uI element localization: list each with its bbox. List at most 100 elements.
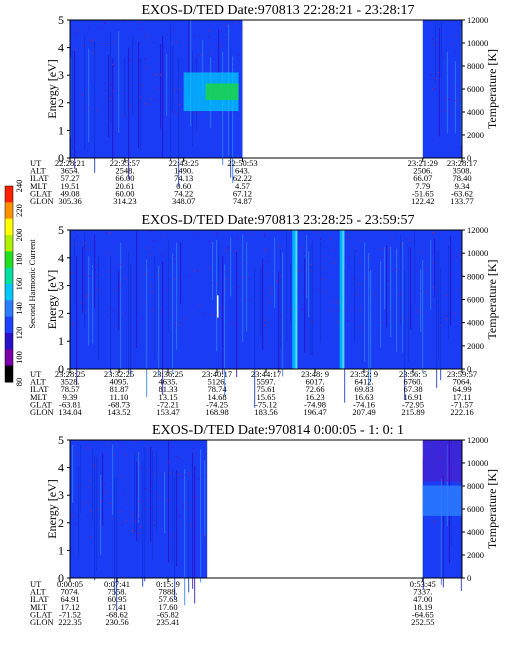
orbit-value: 4095. [109, 377, 128, 387]
spectrogram-streak [74, 238, 76, 305]
spectrogram-speckle [289, 230, 291, 232]
band-green [205, 83, 239, 101]
spectrogram-speckle [74, 243, 76, 245]
spectrogram-streak [92, 448, 94, 521]
spectrogram-speckle [108, 252, 110, 254]
orbit-value: 0:53:45 [410, 579, 436, 589]
y2-tick-label: 6000 [467, 504, 484, 514]
spectrogram-speckle [197, 112, 199, 114]
spectrogram-speckle [395, 269, 397, 271]
spectrogram-streak [218, 241, 220, 309]
spectrogram-streak [82, 246, 84, 313]
spectrogram-speckle [174, 324, 176, 326]
spectrogram-speckle [333, 262, 335, 264]
orbit-value: 74.87 [233, 196, 252, 206]
spectrogram-speckle [265, 248, 267, 250]
orbit-value: 78.74 [207, 384, 227, 394]
spectrogram-speckle [319, 231, 321, 233]
spectrogram-streak [402, 241, 404, 353]
band-purple [422, 440, 462, 482]
spectrogram-speckle [122, 261, 124, 263]
spectrogram-speckle [75, 523, 77, 525]
y-tick-label: 2 [58, 306, 64, 320]
orbit-value: 22:28:21 [55, 158, 85, 168]
colorbar-tick-label: 200 [14, 229, 24, 242]
spectrogram-speckle [173, 256, 175, 258]
orbit-value: 16.91 [403, 392, 422, 402]
spectrogram-streak [460, 27, 462, 145]
cyan-line [295, 230, 298, 369]
orbit-value: 17.11 [453, 392, 472, 402]
spectrogram-speckle [167, 461, 169, 463]
spectrogram-streak [232, 56, 234, 184]
spectrogram-speckle [302, 309, 304, 311]
spectrogram-speckle [453, 466, 455, 468]
orbit-value: 196.47 [303, 407, 326, 417]
spectrogram-streak [168, 240, 170, 333]
colorbar-tick-label: 120 [14, 327, 24, 340]
spectrogram-speckle [437, 71, 439, 73]
orbit-value: 6760. [403, 377, 422, 387]
spectrogram-speckle [230, 321, 232, 323]
spectrogram-speckle [146, 104, 148, 106]
spectrogram-speckle [242, 276, 244, 278]
spectrogram-speckle [190, 525, 192, 527]
spectrogram-speckle [369, 257, 371, 259]
spectrogram-speckle [96, 109, 98, 111]
spectrogram-streak [120, 242, 122, 370]
y2-tick-label: 8000 [467, 481, 484, 491]
spectrogram-speckle [457, 482, 459, 484]
spectrogram-speckle [149, 255, 151, 257]
spectrogram-streak [246, 241, 248, 332]
spectrogram-streak [124, 57, 126, 118]
spectrogram-streak [262, 259, 264, 350]
orbit-value: -68.62 [106, 609, 128, 619]
spectrogram-streak [144, 447, 146, 582]
cyan-line [339, 230, 344, 369]
spectrogram-streak [224, 264, 226, 397]
spectrogram-speckle [321, 267, 323, 269]
spectrogram-speckle [433, 521, 435, 523]
spectrogram-speckle [408, 239, 410, 241]
spectrogram-speckle [96, 264, 98, 266]
spectrogram-speckle [90, 536, 92, 538]
spectrogram-speckle [104, 82, 106, 84]
spectrogram-speckle [145, 67, 147, 69]
orbit-value: 23:52: 9 [350, 369, 378, 379]
spectrogram-speckle [353, 309, 355, 311]
spectrogram-streak [308, 251, 310, 318]
spectrogram-speckle [278, 245, 280, 247]
spectrogram-streak [368, 252, 370, 386]
spectrogram-speckle [425, 269, 427, 271]
spectrogram-speckle [301, 247, 303, 249]
orbit-row-label: ILAT [30, 173, 49, 183]
spectrogram-streak [88, 256, 90, 346]
spectrogram-speckle [119, 286, 121, 288]
orbit-value: 314.23 [113, 196, 136, 206]
y-tick-label: 1 [58, 543, 64, 557]
spectrogram-speckle [443, 57, 445, 59]
orbit-value: 23:56: 5 [399, 369, 427, 379]
spectrogram-speckle [112, 90, 114, 92]
spectrogram-speckle [364, 277, 366, 279]
spectrogram-speckle [141, 501, 143, 503]
spectrogram-speckle [233, 66, 235, 68]
spectrogram-speckle [335, 300, 337, 302]
spectrogram-speckle [185, 502, 187, 504]
spectrogram-speckle [83, 45, 85, 47]
spectrogram-speckle [186, 508, 188, 510]
spectrogram-streak [304, 258, 306, 353]
y-axis-label: Energy [eV] [45, 59, 59, 118]
spectrogram-speckle [204, 535, 206, 537]
spectrogram-speckle [152, 41, 154, 43]
spectrogram-streak [446, 444, 448, 527]
spectrogram-streak [184, 469, 186, 606]
spectrogram-streak [110, 256, 112, 374]
orbit-value: 19.51 [60, 181, 79, 191]
orbit-value: 22:50:53 [227, 158, 257, 168]
spectrogram-speckle [198, 305, 200, 307]
orbit-value: 305.36 [58, 196, 81, 206]
spectrogram-streak [100, 474, 102, 556]
spectrogram-streak [440, 268, 442, 381]
spectrogram-speckle [208, 30, 210, 32]
